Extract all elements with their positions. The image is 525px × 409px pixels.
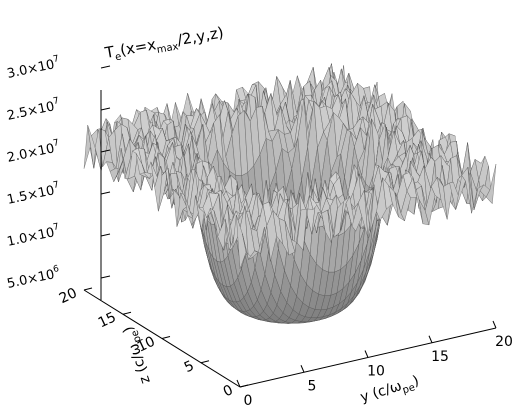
z-axis-title: z (c/ωpe)	[120, 323, 156, 385]
y-axis-tick	[236, 379, 241, 388]
z-axis-tick-label: 15	[96, 309, 119, 331]
value-axis-tick	[100, 233, 111, 237]
y-axis-tick-label: 20	[495, 334, 513, 350]
value-axis-tick-label: 3.0×107	[5, 54, 61, 82]
y-axis-tick-label: 5	[308, 378, 317, 394]
value-axis-tick	[100, 65, 111, 69]
y-axis-tick-label: 0	[244, 393, 253, 409]
value-axis-tick	[100, 107, 111, 111]
y-axis-tick	[428, 335, 433, 343]
y-axis-tick	[492, 320, 497, 329]
z-axis-tick-label: 5	[182, 358, 197, 376]
value-axis-tick-label: 2.5×107	[5, 96, 61, 124]
y-axis-tick	[300, 365, 305, 373]
z-axis-tick	[200, 360, 210, 364]
value-axis-tick-label: 5.0×106	[5, 264, 61, 292]
value-axis-tick-label: 2.0×107	[5, 138, 61, 166]
z-axis-tick-label: 10	[135, 334, 158, 356]
value-axis-tick	[100, 275, 111, 279]
y-axis-tick	[364, 350, 369, 358]
chart-title: Te(x=xmax/2,y,z)	[103, 23, 226, 65]
surface-patch	[485, 163, 497, 205]
value-axis-tick-label: 1.0×107	[5, 222, 61, 250]
z-axis-tick	[161, 336, 171, 339]
surface-mesh	[83, 63, 497, 324]
value-axis-tick	[100, 191, 111, 195]
z-axis-tick	[83, 287, 93, 291]
y-axis-tick-label: 15	[431, 349, 449, 365]
z-axis-tick	[239, 384, 249, 388]
value-axis-tick-label: 1.5×107	[5, 180, 61, 208]
z-axis-tick-label: 0	[221, 382, 236, 400]
value-axis-tick	[100, 149, 111, 153]
y-axis-tick-label: 10	[367, 364, 385, 380]
z-axis-tick	[122, 311, 132, 315]
z-axis-tick-label: 20	[57, 285, 80, 307]
